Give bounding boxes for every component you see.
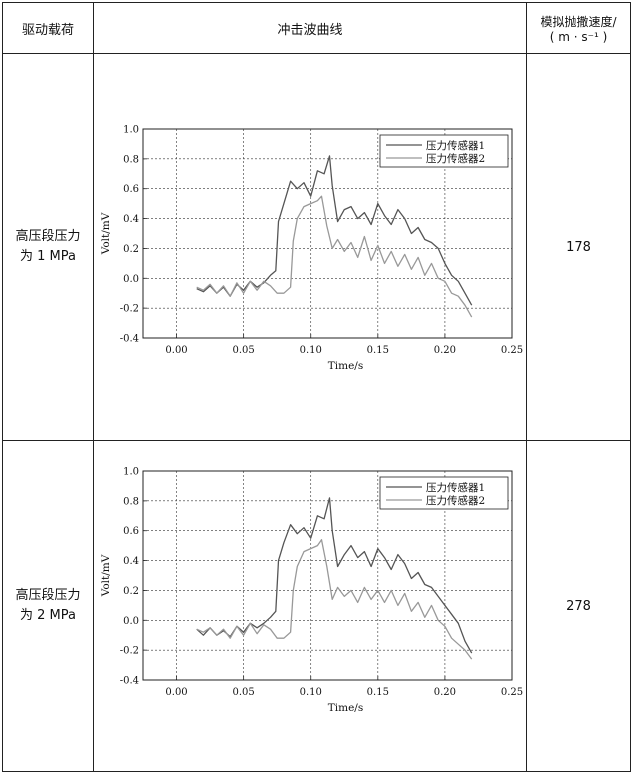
- y-tick-label: 1.0: [123, 125, 139, 136]
- y-tick-label: -0.2: [120, 304, 139, 315]
- header-load: 驱动载荷: [2, 2, 94, 54]
- y-tick-label: 0.0: [123, 616, 139, 627]
- legend-box: [379, 134, 509, 168]
- load-line1: 高压段压力: [15, 229, 81, 244]
- legend-entry: 压力传感器1: [426, 139, 485, 152]
- legend-box: [379, 476, 509, 510]
- y-tick-label: 0.6: [123, 526, 139, 537]
- load-cell: 高压段压力 为 1 MPa: [2, 53, 94, 441]
- header-speed: 模拟抛撒速度/ ( m · s⁻¹ ): [526, 2, 631, 54]
- plot-frame: [142, 128, 513, 339]
- y-axis-label: Volt/mV: [100, 554, 112, 597]
- series-line-1: [196, 497, 473, 654]
- x-tick-label: 0.05: [233, 345, 255, 356]
- series-line-2: [196, 539, 473, 660]
- table-row: 高压段压力 为 1 MPa 0.00 0.05 0.10 0.15 0.20 0.25 -0…: [2, 53, 631, 441]
- legend-entry: 压力传感器2: [426, 152, 485, 165]
- load-cell: 高压段压力 为 2 MPa: [2, 440, 94, 772]
- load-line1: 高压段压力: [15, 588, 81, 603]
- y-tick-label: 0.4: [123, 556, 139, 567]
- header-speed-line2: ( m · s⁻¹ ): [549, 29, 608, 44]
- load-line2: 为 2 MPa: [20, 608, 76, 623]
- series-line-1: [196, 155, 473, 306]
- y-tick-label: -0.2: [120, 646, 139, 657]
- plot-frame: [142, 470, 513, 681]
- legend-entry: 压力传感器2: [426, 494, 485, 507]
- chart-2: 0.00 0.05 0.10 0.15 0.20 0.25 -0.4 -0.2 0.0 0.2 0.…: [100, 467, 523, 715]
- x-tick-label: 0.10: [300, 345, 322, 356]
- y-tick-label: -0.4: [120, 676, 139, 687]
- header-speed-line1: 模拟抛撒速度/: [540, 14, 617, 29]
- y-tick-label: 0.6: [123, 184, 139, 195]
- chart-cell: 0.00 0.05 0.10 0.15 0.20 0.25 -0.4 -0.2 0.0 0.2 0.…: [93, 440, 527, 772]
- speed-value: 278: [526, 440, 631, 772]
- y-tick-label: 0.8: [123, 154, 139, 165]
- x-tick-label: 0.10: [300, 687, 322, 698]
- x-tick-label: 0.00: [165, 687, 187, 698]
- y-tick-label: 0.0: [123, 274, 139, 285]
- x-axis-label: Time/s: [328, 702, 363, 714]
- y-tick-label: 1.0: [123, 467, 139, 478]
- table-row: 高压段压力 为 2 MPa 0.00 0.05 0.10 0.15 0.20 0.25 -0…: [2, 440, 631, 772]
- y-tick-label: 0.8: [123, 496, 139, 507]
- header-row: 驱动载荷 冲击波曲线 模拟抛撒速度/ ( m · s⁻¹ ): [2, 2, 631, 54]
- speed-value: 178: [526, 53, 631, 441]
- y-tick-label: 0.4: [123, 214, 139, 225]
- y-tick-label: 0.2: [123, 586, 139, 597]
- x-tick-label: 0.05: [233, 687, 255, 698]
- x-axis-label: Time/s: [328, 360, 363, 372]
- x-tick-label: 0.15: [367, 687, 389, 698]
- x-tick-label: 0.25: [501, 687, 523, 698]
- chart-1: 0.00 0.05 0.10 0.15 0.20 0.25 -0.4 -0.2 0.0 0.2 0.…: [100, 125, 523, 373]
- y-axis-label: Volt/mV: [100, 212, 112, 255]
- y-tick-label: 0.2: [123, 244, 139, 255]
- x-tick-label: 0.00: [165, 345, 187, 356]
- chart-cell: 0.00 0.05 0.10 0.15 0.20 0.25 -0.4 -0.2 0.0 0.2 0.…: [93, 53, 527, 441]
- legend-entry: 压力传感器1: [426, 481, 485, 494]
- header-curve: 冲击波曲线: [93, 2, 527, 54]
- x-tick-label: 0.15: [367, 345, 389, 356]
- series-line-2: [196, 195, 473, 318]
- x-tick-label: 0.20: [434, 687, 456, 698]
- x-tick-label: 0.20: [434, 345, 456, 356]
- x-tick-label: 0.25: [501, 345, 523, 356]
- load-line2: 为 1 MPa: [20, 249, 76, 264]
- y-tick-label: -0.4: [120, 334, 139, 345]
